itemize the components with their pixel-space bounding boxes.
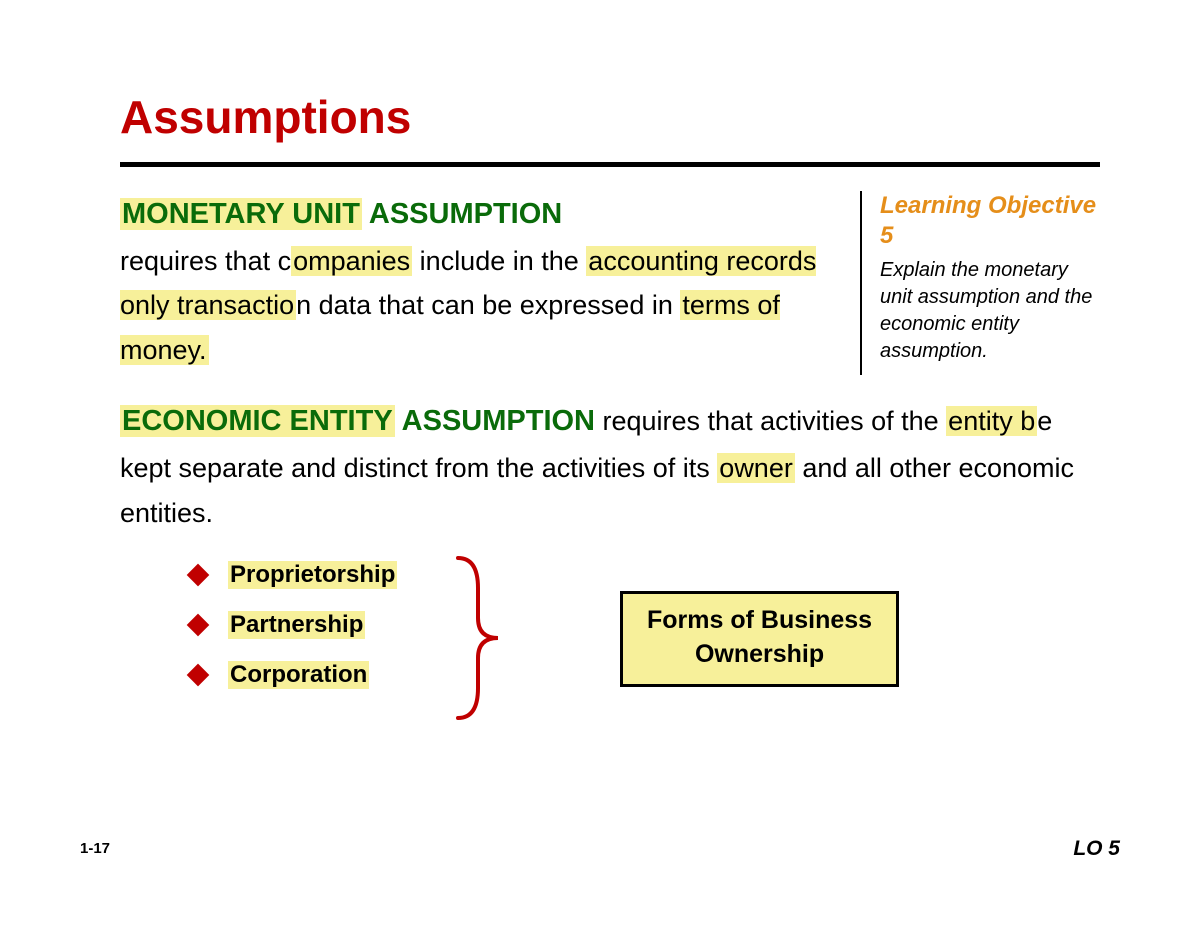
page-number: 1-17: [80, 840, 110, 857]
diamond-icon: [187, 664, 210, 687]
callout-box: Forms of Business Ownership: [620, 591, 899, 687]
callout-line1: Forms of Business: [645, 606, 874, 634]
p1-t2: ompanies: [291, 246, 412, 276]
paragraph-economic: ECONOMIC ENTITY ASSUMPTION requires that…: [120, 398, 1100, 535]
bullet-list-wrap: Proprietorship Partnership Corporation F…: [190, 561, 1100, 689]
title-rule: [120, 162, 1100, 167]
p1-t3: include in the: [412, 246, 586, 276]
callout-line2: Ownership: [693, 640, 826, 668]
brace-icon: [450, 553, 510, 723]
p2-t1: requires that activities of the: [595, 406, 946, 436]
slide: Assumptions MONETARY UNIT ASSUMPTION req…: [0, 0, 1200, 927]
heading-monetary-b: ASSUMPTION: [362, 198, 562, 230]
diamond-icon: [187, 614, 210, 637]
list-item-label: Proprietorship: [228, 561, 397, 589]
main-column: MONETARY UNIT ASSUMPTION requires that c…: [120, 191, 840, 398]
list-item-label: Corporation: [228, 661, 369, 689]
sidebar-body: Explain the monetary unit assumption and…: [880, 257, 1100, 365]
slide-title: Assumptions: [120, 90, 1100, 144]
hl-economic-entity: ECONOMIC ENTITY: [120, 405, 395, 437]
lo-number: LO 5: [1073, 837, 1120, 861]
heading-economic-b: ASSUMPTION: [395, 405, 595, 437]
sidebar: Learning Objective 5 Explain the monetar…: [860, 191, 1100, 375]
content-row: MONETARY UNIT ASSUMPTION requires that c…: [120, 191, 1100, 398]
list-item: Proprietorship: [190, 561, 1100, 589]
hl-monetary-unit: MONETARY UNIT: [120, 198, 362, 230]
list-item-label: Partnership: [228, 611, 365, 639]
p2-t4: owner: [717, 453, 795, 483]
p2-t2: entity b: [946, 406, 1037, 436]
diamond-icon: [187, 564, 210, 587]
heading-monetary: MONETARY UNIT ASSUMPTION: [120, 198, 562, 230]
sidebar-heading: Learning Objective 5: [880, 191, 1100, 251]
p1-t1: requires that c: [120, 246, 291, 276]
paragraph-monetary: MONETARY UNIT ASSUMPTION requires that c…: [120, 191, 840, 372]
heading-economic: ECONOMIC ENTITY ASSUMPTION: [120, 405, 595, 437]
p1-t5: n data that can be expressed in: [296, 290, 680, 320]
